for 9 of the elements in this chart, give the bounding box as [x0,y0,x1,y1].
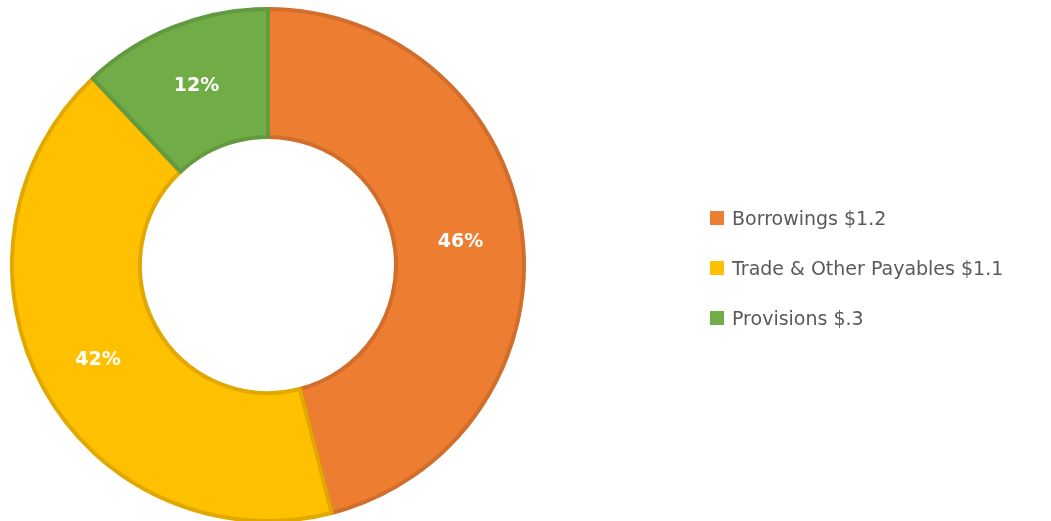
donut-slice [90,7,270,174]
legend-label: Borrowings $1.2 [732,206,887,229]
donut-slice [266,7,526,515]
legend-label: Trade & Other Payables $1.1 [731,256,1004,279]
legend-label: Provisions $.3 [732,306,864,329]
data-label: 12% [173,73,220,96]
data-label: 46% [437,229,484,252]
donut-slice [10,76,334,521]
data-label: 42% [75,347,121,370]
